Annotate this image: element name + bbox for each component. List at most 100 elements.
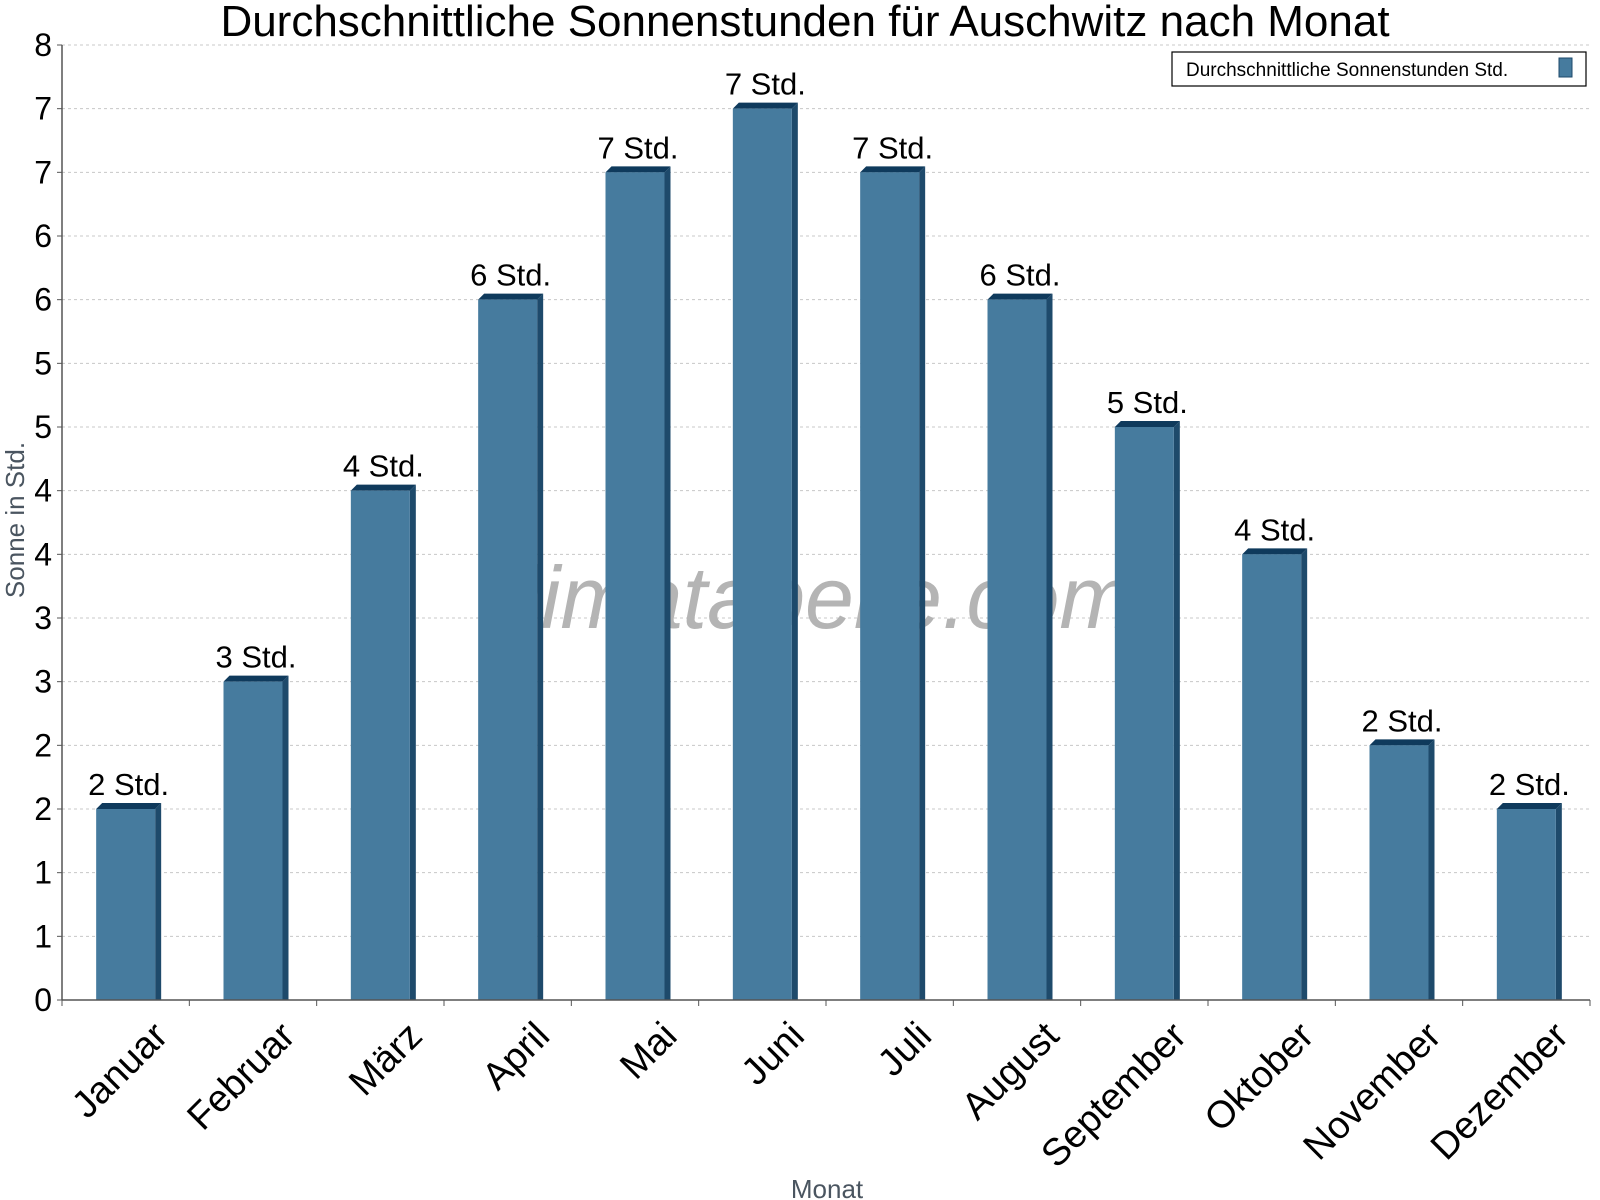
bar-top <box>96 803 162 809</box>
bar-value-label: 7 Std. <box>598 130 679 165</box>
bar-value-label: 7 Std. <box>725 67 806 102</box>
bar-side <box>1301 548 1308 1000</box>
bar-side <box>1555 803 1562 1000</box>
x-tick-label: August <box>954 1014 1068 1128</box>
y-tick-label: 5 <box>34 345 52 381</box>
grid-lines <box>62 44 1590 937</box>
y-tick-label: 2 <box>34 727 52 763</box>
bar-februar <box>223 675 289 1000</box>
bar-value-label: 4 Std. <box>1234 512 1315 547</box>
bar-front <box>987 299 1047 1001</box>
bar-front <box>1242 554 1302 1000</box>
bar-front <box>1496 809 1556 1000</box>
bar-side <box>409 484 416 1001</box>
bar-front <box>96 809 156 1000</box>
bar-top <box>478 293 544 300</box>
bar-mai <box>605 166 671 1001</box>
bar-side <box>1046 293 1053 1001</box>
bar-value-label: 3 Std. <box>216 640 297 675</box>
bar-top <box>1496 803 1562 809</box>
x-tick-label: Juli <box>870 1015 940 1085</box>
bar-value-label: 2 Std. <box>1362 703 1443 738</box>
bar-front <box>478 299 538 1001</box>
bar-front <box>1114 427 1174 1000</box>
y-axis-label: Sonne in Std. <box>0 442 30 598</box>
x-tick-label: Dezember <box>1423 1014 1577 1168</box>
y-tick-label: 3 <box>34 664 52 700</box>
x-tick-label: Juni <box>734 1015 813 1094</box>
bar-value-label: 7 Std. <box>852 130 933 165</box>
y-tick-label: 4 <box>34 536 52 572</box>
bar-november <box>1369 739 1435 1000</box>
x-tick-label: November <box>1296 1014 1450 1168</box>
bar-front <box>605 172 665 1001</box>
bar-juni <box>732 102 798 1000</box>
bar-top <box>223 675 289 682</box>
y-axis-ticks: 0 1 1 2 2 3 3 4 4 5 5 6 6 7 7 8 <box>34 27 62 1018</box>
bar-value-label: 6 Std. <box>980 258 1061 293</box>
legend-swatch <box>1558 57 1573 78</box>
bar-top <box>860 166 926 173</box>
legend-entry-label: Durchschnittliche Sonnenstunden Std. <box>1186 60 1508 81</box>
bar-front <box>223 681 283 1000</box>
y-tick-label: 6 <box>34 218 52 254</box>
bar-side <box>1173 421 1180 1000</box>
bar-top <box>605 166 671 173</box>
bar-top <box>732 102 798 109</box>
x-tick-label: Januar <box>64 1014 176 1126</box>
bars-group: 2 Std. 3 Std. 4 Std. 6 Std. 7 Std. 7 Std. 7 St… <box>88 67 1570 1001</box>
y-tick-label: 7 <box>34 91 52 127</box>
bar-front <box>860 172 920 1001</box>
bar-value-label: 2 Std. <box>88 767 169 802</box>
x-tick-label: Oktober <box>1197 1014 1323 1140</box>
x-axis-label: Monat <box>791 1174 864 1200</box>
bar-front <box>1369 745 1429 1000</box>
legend: Durchschnittliche Sonnenstunden Std. <box>1171 51 1587 87</box>
y-tick-label: 4 <box>34 473 52 509</box>
bar-value-label: 6 Std. <box>470 258 551 293</box>
bar-front <box>732 108 792 1000</box>
bar-value-label: 2 Std. <box>1489 767 1570 802</box>
bar-side <box>1428 739 1435 1000</box>
y-tick-label: 7 <box>34 154 52 190</box>
bar-top <box>987 293 1053 300</box>
y-tick-label: 6 <box>34 282 52 318</box>
bar-top <box>1369 739 1435 746</box>
bar-top <box>1114 421 1180 427</box>
bar-januar <box>96 803 162 1000</box>
y-tick-label: 3 <box>34 600 52 636</box>
bar-side <box>155 803 162 1000</box>
bar-front <box>350 490 410 1000</box>
y-tick-label: 5 <box>34 409 52 445</box>
x-axis-ticks: Januar Februar März April Mai Juni Juli AugustS… <box>64 1014 1577 1175</box>
bar-value-label: 5 Std. <box>1107 385 1188 420</box>
x-tick-label: März <box>341 1015 430 1104</box>
x-tick-label: April <box>475 1015 558 1098</box>
bar-side <box>282 675 289 1000</box>
y-tick-label: 8 <box>34 27 52 63</box>
bar-side <box>791 102 798 1000</box>
bar-side <box>664 166 671 1001</box>
legend-box <box>1171 51 1587 87</box>
bar-april <box>478 293 544 1001</box>
chart-title: Durchschnittliche Sonnenstunden für Ausc… <box>220 0 1389 46</box>
bar-dezember <box>1496 803 1562 1000</box>
bar-value-label: 4 Std. <box>343 449 424 484</box>
y-tick-label: 0 <box>34 982 52 1018</box>
bar-august <box>987 293 1053 1001</box>
bar-september <box>1114 421 1180 1000</box>
y-tick-label: 1 <box>34 855 52 891</box>
y-tick-label: 1 <box>34 918 52 954</box>
bar-side <box>919 166 926 1001</box>
bar-side <box>537 293 544 1001</box>
y-tick-label: 2 <box>34 791 52 827</box>
x-tick-label: Mai <box>612 1015 685 1088</box>
bar-juli <box>860 166 926 1001</box>
axes <box>61 45 1591 1006</box>
bar-oktober <box>1242 548 1308 1000</box>
x-tick-label: Februar <box>180 1014 304 1138</box>
bar-märz <box>350 484 416 1001</box>
bar-top <box>1242 548 1308 555</box>
bar-top <box>350 484 416 491</box>
